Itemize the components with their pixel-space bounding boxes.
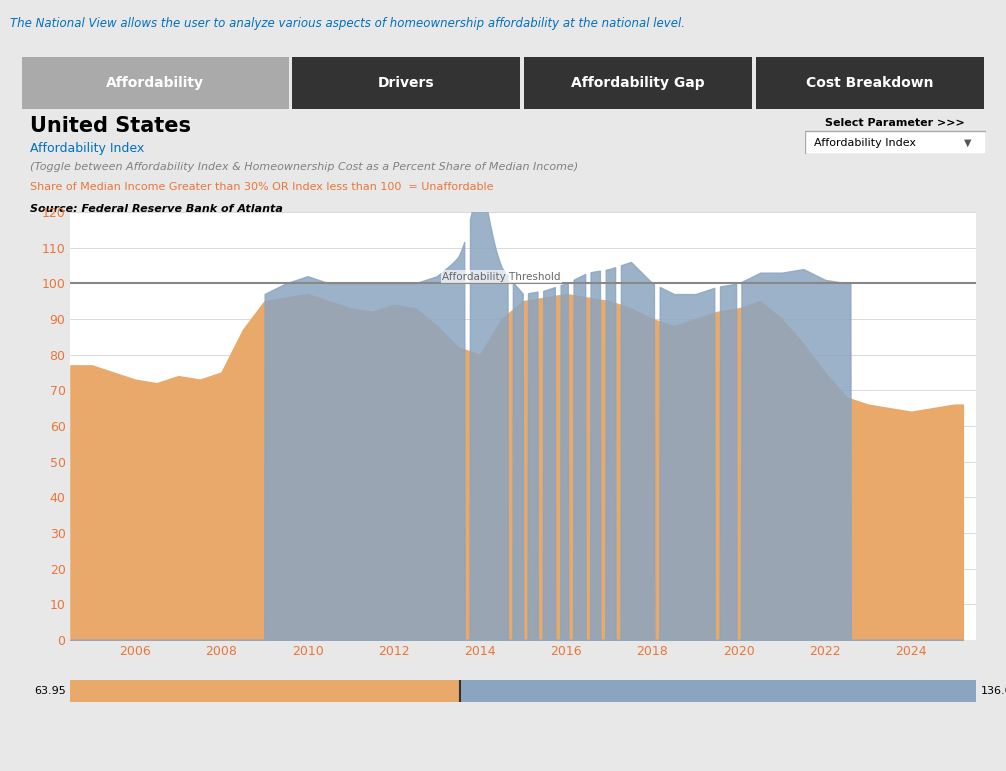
FancyBboxPatch shape	[757, 57, 984, 109]
FancyBboxPatch shape	[524, 57, 752, 109]
Text: United States: United States	[30, 116, 191, 136]
Text: Select Parameter >>>: Select Parameter >>>	[826, 118, 965, 128]
Text: ▼: ▼	[964, 138, 972, 148]
Text: Affordability: Affordability	[107, 76, 204, 90]
FancyBboxPatch shape	[22, 57, 289, 109]
Text: Drivers: Drivers	[378, 76, 435, 90]
FancyBboxPatch shape	[293, 57, 520, 109]
FancyBboxPatch shape	[460, 680, 976, 702]
Text: Affordability Index: Affordability Index	[814, 138, 915, 148]
Text: Cost Breakdown: Cost Breakdown	[806, 76, 934, 90]
Text: 136.05: 136.05	[980, 686, 1006, 695]
FancyBboxPatch shape	[805, 131, 986, 154]
FancyBboxPatch shape	[70, 680, 460, 702]
Text: Share of Median Income Greater than 30% OR Index less than 100  = Unaffordable: Share of Median Income Greater than 30% …	[30, 182, 494, 192]
Text: Affordability Gap: Affordability Gap	[571, 76, 705, 90]
Text: Affordability Index: Affordability Index	[30, 142, 145, 154]
Text: 63.95: 63.95	[34, 686, 65, 695]
Text: Affordability Threshold: Affordability Threshold	[443, 271, 560, 281]
Text: (Toggle between Affordability Index & Homeownership Cost as a Percent Share of M: (Toggle between Affordability Index & Ho…	[30, 162, 578, 172]
Text: The National View allows the user to analyze various aspects of homeownership af: The National View allows the user to ana…	[10, 17, 685, 29]
Text: Source: Federal Reserve Bank of Atlanta: Source: Federal Reserve Bank of Atlanta	[30, 204, 283, 214]
